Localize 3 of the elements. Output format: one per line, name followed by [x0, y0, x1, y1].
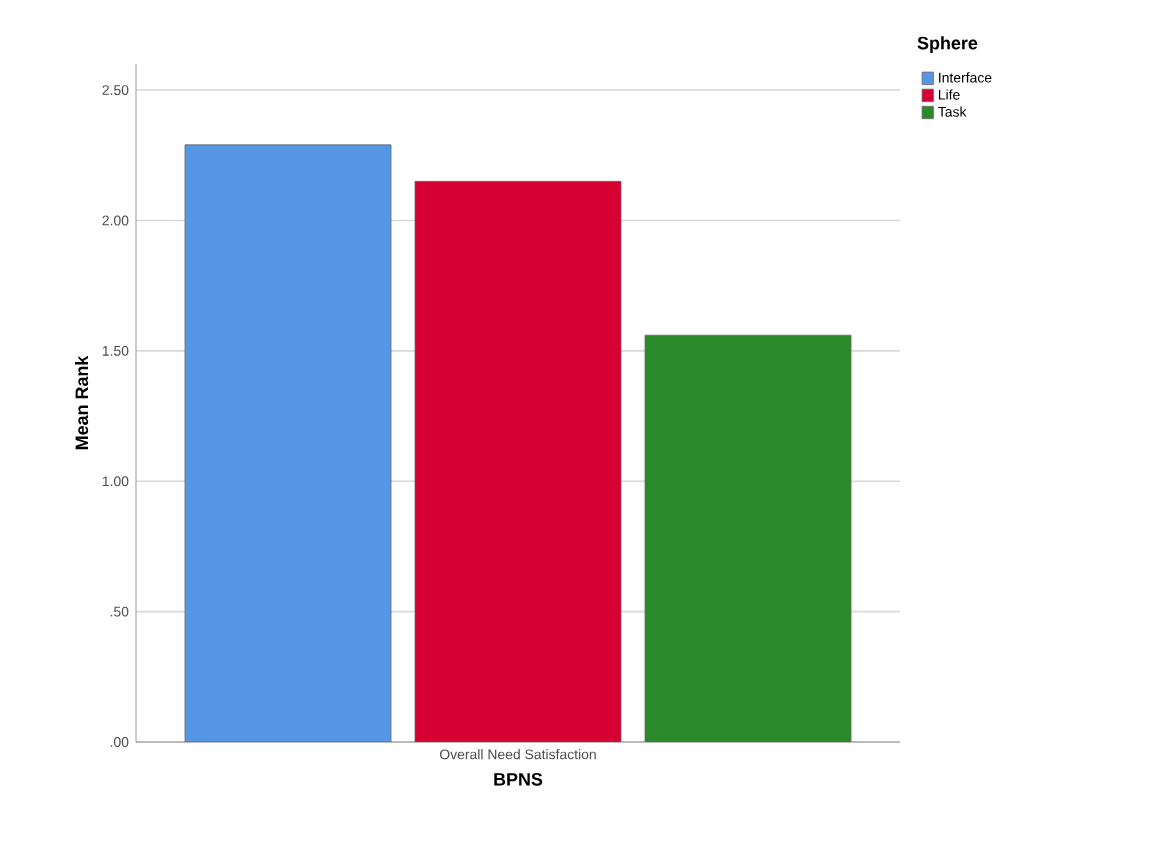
x-axis-title: BPNS: [494, 772, 543, 786]
y-axis-title: Mean Rank: [74, 355, 89, 450]
legend-title: Sphere: [917, 36, 978, 53]
